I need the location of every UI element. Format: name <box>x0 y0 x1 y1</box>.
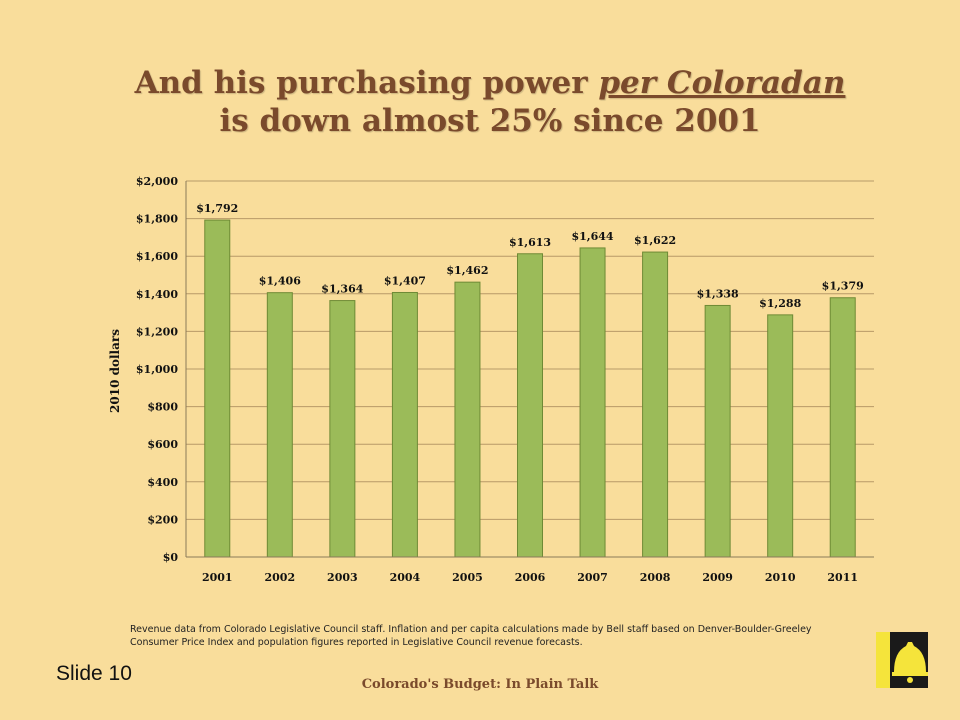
bell-icon <box>876 632 928 688</box>
x-tick-label-2005: 2005 <box>452 571 483 584</box>
bar-2004 <box>391 291 418 558</box>
y-tick-label: $200 <box>147 513 178 526</box>
x-tick-label-2010: 2010 <box>765 571 796 584</box>
slide-number: Slide 10 <box>56 662 132 685</box>
y-axis: $0 $200 $400 $600 $800 $1,000 $1,200 $1,400 $1,6… <box>136 175 187 564</box>
x-tick-label-2009: 2009 <box>702 571 733 584</box>
data-label-2005: $1,462 <box>446 264 488 277</box>
y-tick-label: $2,000 <box>136 175 178 188</box>
y-tick-label: $1,800 <box>136 213 178 226</box>
bar-2009 <box>704 304 731 558</box>
data-label-2004: $1,407 <box>384 274 426 287</box>
x-tick-label-2006: 2006 <box>515 571 546 584</box>
x-tick-label-2001: 2001 <box>202 571 233 584</box>
bar-2001 <box>204 219 231 558</box>
x-axis: 2001 2002 2003 2004 2005 2006 2007 2008 2009 2010… <box>186 556 874 584</box>
y-axis-label: 2010 dollars <box>108 329 122 413</box>
title-part1: And his purchasing power <box>134 65 599 101</box>
slide-title: And his purchasing power per Coloradan i… <box>60 64 920 140</box>
title-emphasis: per Coloradan <box>598 65 846 101</box>
x-tick-label-2007: 2007 <box>577 571 608 584</box>
footer-text: Colorado's Budget: In Plain Talk <box>361 677 599 692</box>
y-tick-label: $0 <box>163 551 179 564</box>
y-tick-label: $800 <box>147 401 178 414</box>
data-label-2008: $1,622 <box>634 234 676 247</box>
bell-logo <box>876 632 928 688</box>
x-tick-label-2011: 2011 <box>827 571 858 584</box>
y-tick-label: $1,200 <box>136 325 178 338</box>
bar-2002 <box>266 292 293 558</box>
x-tick-label-2002: 2002 <box>265 571 296 584</box>
data-label-2001: $1,792 <box>196 202 238 215</box>
title-part2: is down almost 25% since 2001 <box>219 103 761 139</box>
bar-2011 <box>829 297 856 558</box>
data-label-2010: $1,288 <box>759 297 801 310</box>
chart-data-labels: $1,792 $1,406 $1,364 $1,407 $1,462 $1,613 $1,6… <box>196 202 864 310</box>
chart-bars <box>204 219 856 558</box>
data-label-2006: $1,613 <box>509 236 551 249</box>
data-label-2011: $1,379 <box>822 280 864 293</box>
bar-2003 <box>329 300 356 558</box>
bar-2006 <box>517 253 543 558</box>
x-tick-label-2004: 2004 <box>390 571 421 584</box>
y-tick-label: $1,000 <box>136 363 178 376</box>
x-tick-label-2008: 2008 <box>640 571 671 584</box>
bar-2007 <box>579 247 606 558</box>
data-label-2009: $1,338 <box>697 287 739 300</box>
data-label-2007: $1,644 <box>571 230 613 243</box>
y-tick-label: $1,400 <box>136 288 178 301</box>
bar-2005 <box>454 281 481 558</box>
bar-2010 <box>767 314 794 558</box>
data-label-2003: $1,364 <box>321 283 363 296</box>
bar-2008 <box>642 251 669 558</box>
y-tick-label: $400 <box>147 476 178 489</box>
y-tick-label: $600 <box>147 438 178 451</box>
y-tick-label: $1,600 <box>136 250 178 263</box>
footnote: Revenue data from Colorado Legislative C… <box>130 624 812 648</box>
data-label-2002: $1,406 <box>259 275 301 288</box>
x-tick-label-2003: 2003 <box>327 571 358 584</box>
